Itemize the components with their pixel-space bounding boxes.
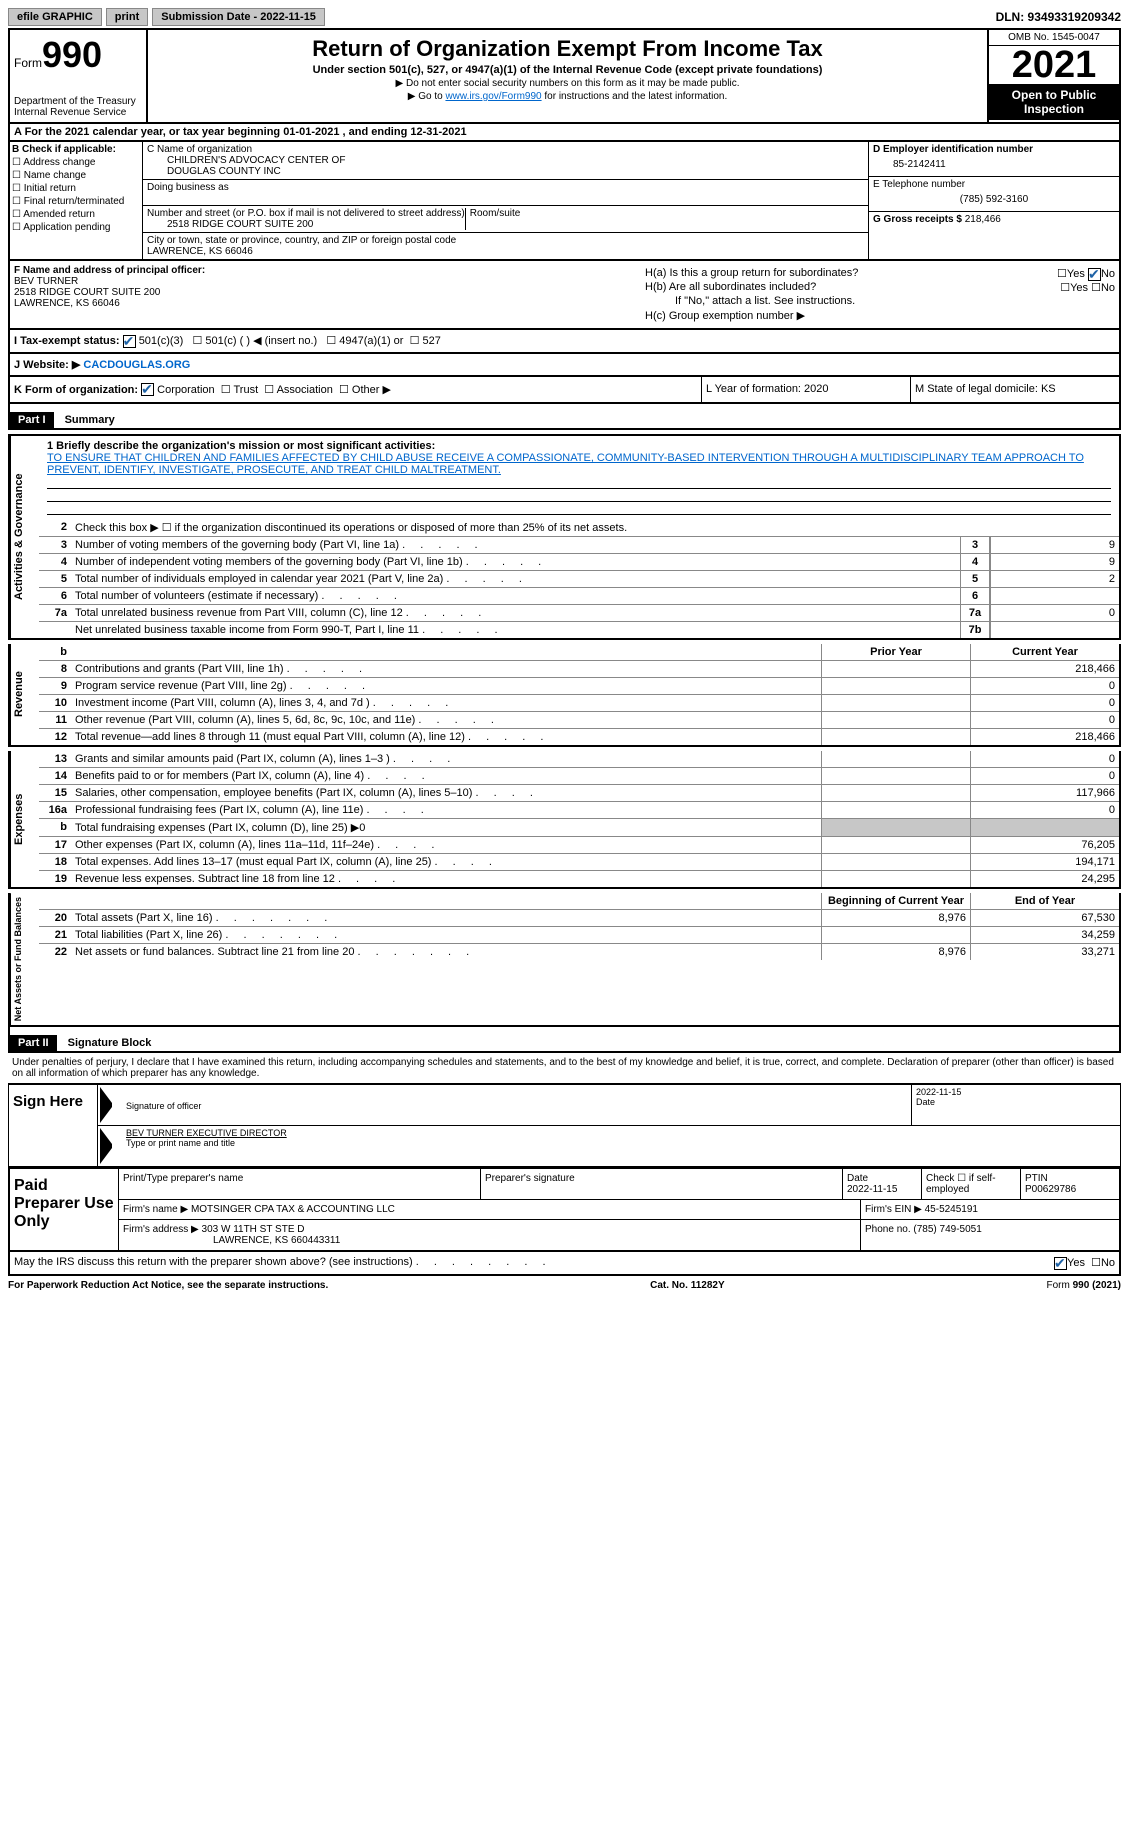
may-irs-discuss: May the IRS discuss this return with the… [8,1252,1121,1276]
table-row: 16aProfessional fundraising fees (Part I… [39,802,1119,819]
side-expenses: Expenses [10,751,39,887]
sign-here-block: Sign Here Signature of officer 2022-11-1… [8,1083,1121,1167]
form-subtitle: Under section 501(c), 527, or 4947(a)(1)… [152,64,983,76]
firm-addr: 303 W 11TH ST STE D [202,1224,305,1235]
row-website: J Website: ▶ CACDOUGLAS.ORG [8,352,1121,375]
table-row: 10Investment income (Part VIII, column (… [39,695,1119,712]
form-title: Return of Organization Exempt From Incom… [152,36,983,62]
table-row: 4Number of independent voting members of… [39,554,1119,571]
col-c: C Name of organization CHILDREN'S ADVOCA… [143,142,869,259]
efile-button[interactable]: efile GRAPHIC [8,8,102,26]
table-row: 21Total liabilities (Part X, line 26) . … [39,927,1119,944]
officer-printed-name: BEV TURNER EXECUTIVE DIRECTOR [126,1128,1116,1138]
prep-date: 2022-11-15 [847,1184,897,1195]
corp-checkbox[interactable] [141,383,154,396]
table-row: bTotal fundraising expenses (Part IX, co… [39,819,1119,837]
side-revenue: Revenue [10,644,39,745]
table-row: 19Revenue less expenses. Subtract line 1… [39,871,1119,887]
table-row: 3Number of voting members of the governi… [39,537,1119,554]
block-officer: F Name and address of principal officer:… [8,259,1121,328]
website-link[interactable]: CACDOUGLAS.ORG [83,359,190,371]
table-row: 6Total number of volunteers (estimate if… [39,588,1119,605]
top-bar: efile GRAPHIC print Submission Date - 20… [8,8,1121,26]
table-row: 17Other expenses (Part IX, column (A), l… [39,837,1119,854]
part1-header: Part I Summary [8,404,1121,430]
irs-link[interactable]: www.irs.gov/Form990 [445,91,541,102]
sig-date: 2022-11-15 [916,1087,1116,1097]
table-row: 20Total assets (Part X, line 16) . . . .… [39,910,1119,927]
block-entity-info: B Check if applicable: ☐ Address change … [8,140,1121,259]
signature-declaration: Under penalties of perjury, I declare th… [8,1053,1121,1083]
row-a-calendar: A For the 2021 calendar year, or tax yea… [8,124,1121,140]
org-name: CHILDREN'S ADVOCACY CENTER OF DOUGLAS CO… [147,155,864,177]
col-b: B Check if applicable: ☐ Address change … [10,142,143,259]
firm-phone: (785) 749-5051 [913,1224,981,1235]
dln: DLN: 93493319209342 [996,10,1121,24]
summary-table: Activities & Governance 1 Briefly descri… [8,434,1121,640]
table-row: 22Net assets or fund balances. Subtract … [39,944,1119,960]
side-activities: Activities & Governance [10,436,39,638]
table-row: 15Salaries, other compensation, employee… [39,785,1119,802]
ptin: P00629786 [1025,1184,1076,1195]
col-d: D Employer identification number 85-2142… [869,142,1119,259]
page-footer: For Paperwork Reduction Act Notice, see … [8,1280,1121,1291]
submission-date: Submission Date - 2022-11-15 [152,8,325,26]
yes-checkbox[interactable] [1054,1257,1067,1270]
501c3-checkbox[interactable] [123,335,136,348]
mission-text: TO ENSURE THAT CHILDREN AND FAMILIES AFF… [47,452,1084,476]
street-address: 2518 RIDGE COURT SUITE 200 [147,219,465,230]
officer-name: BEV TURNER [14,276,637,287]
tax-year: 2021 [989,46,1119,84]
table-row: 12Total revenue—add lines 8 through 11 (… [39,729,1119,745]
phone: (785) 592-3160 [873,190,1115,209]
table-row: 18Total expenses. Add lines 13–17 (must … [39,854,1119,871]
paid-preparer-block: Paid Preparer Use Only Print/Type prepar… [8,1167,1121,1252]
row-form-org: K Form of organization: Corporation ☐ Tr… [8,375,1121,405]
note-ssn: ▶ Do not enter social security numbers o… [152,78,983,89]
form-header: Form990 Department of the Treasury Inter… [8,28,1121,124]
city-state-zip: LAWRENCE, KS 66046 [147,246,864,257]
firm-ein: 45-5245191 [925,1204,978,1215]
table-row: 8Contributions and grants (Part VIII, li… [39,661,1119,678]
part2-header: Part II Signature Block [8,1027,1121,1053]
table-row: 11Other revenue (Part VIII, column (A), … [39,712,1119,729]
note-link: ▶ Go to www.irs.gov/Form990 for instruct… [152,91,983,102]
table-row: 14Benefits paid to or for members (Part … [39,768,1119,785]
table-row: 9Program service revenue (Part VIII, lin… [39,678,1119,695]
department-label: Department of the Treasury Internal Reve… [14,96,142,118]
gross-receipts: 218,466 [965,214,1001,225]
table-row: Net unrelated business taxable income fr… [39,622,1119,638]
table-row: 7aTotal unrelated business revenue from … [39,605,1119,622]
print-button[interactable]: print [106,8,148,26]
year-formation: L Year of formation: 2020 [701,377,910,403]
side-netassets: Net Assets or Fund Balances [10,893,39,1025]
firm-name: MOTSINGER CPA TAX & ACCOUNTING LLC [191,1204,395,1215]
table-row: 13Grants and similar amounts paid (Part … [39,751,1119,768]
state-domicile: M State of legal domicile: KS [910,377,1119,403]
ein: 85-2142411 [873,155,1115,174]
open-public-badge: Open to Public Inspection [989,84,1119,120]
row-tax-status: I Tax-exempt status: 501(c)(3) ☐ 501(c) … [8,328,1121,352]
form-number: Form990 [14,34,142,76]
table-row: 5Total number of individuals employed in… [39,571,1119,588]
